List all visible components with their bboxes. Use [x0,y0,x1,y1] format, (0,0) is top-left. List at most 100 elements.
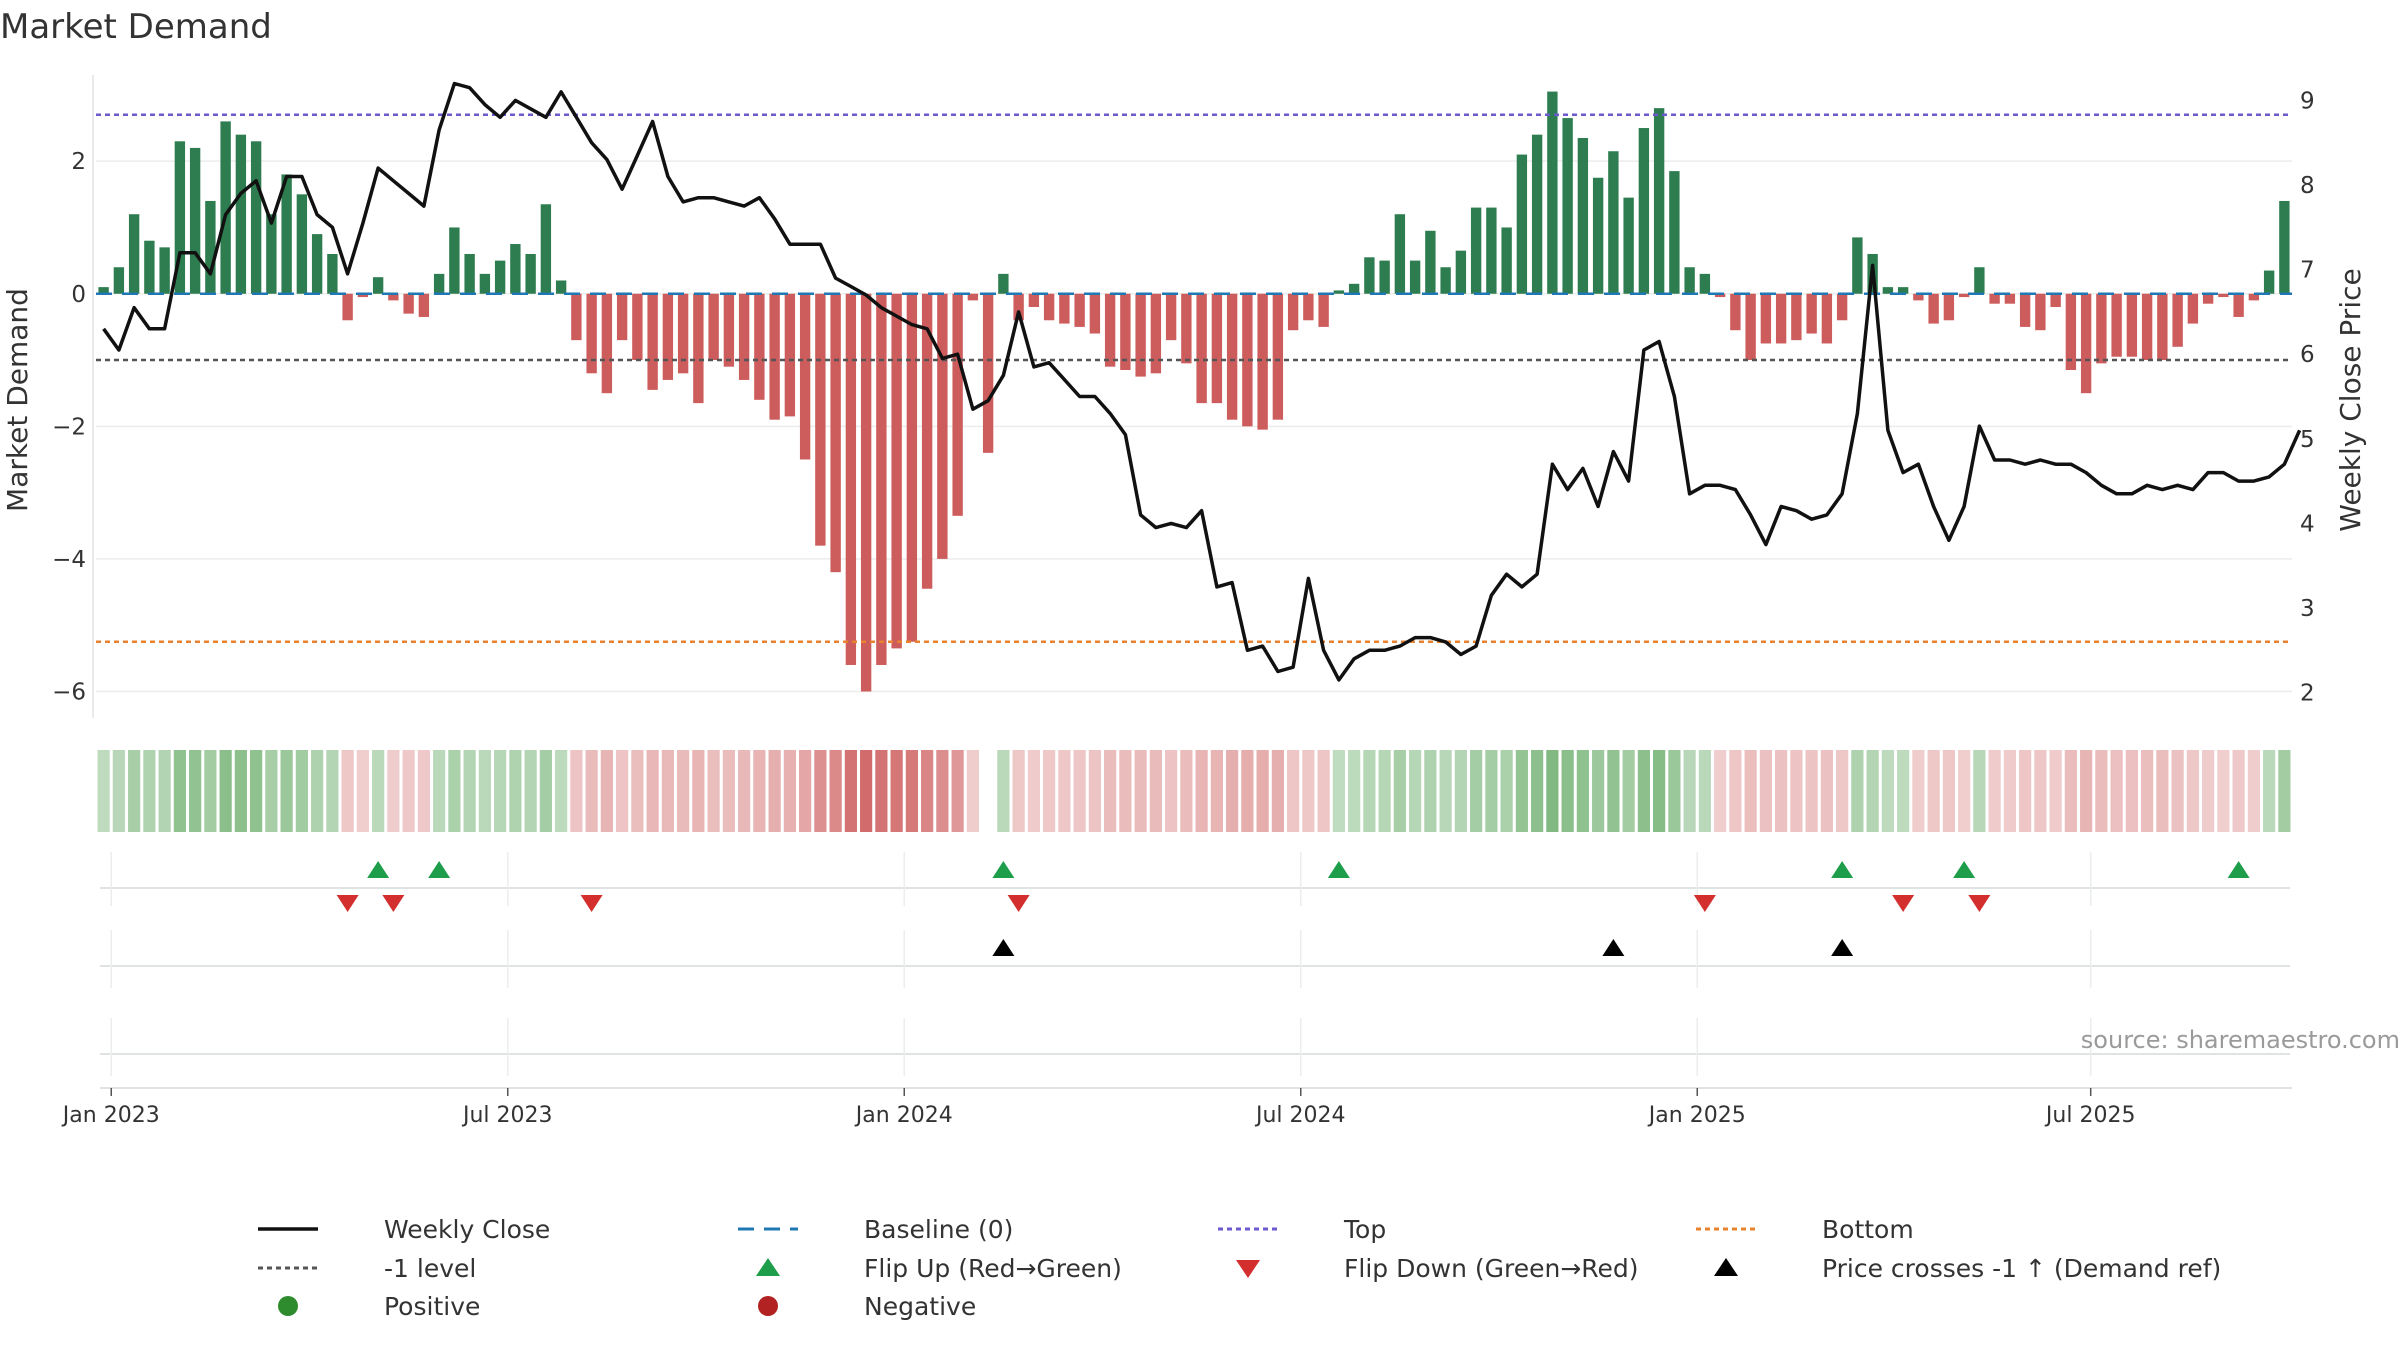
strip-cell-negative [692,750,705,832]
strip-cell-negative [2049,750,2062,832]
strip-cell-positive [1637,750,1650,832]
strip-cell-negative [1836,750,1849,832]
negative-bar [952,293,963,516]
strip-cell-positive [1470,750,1483,832]
legend-label: Weekly Close [384,1215,550,1244]
negative-bar [1791,293,1802,341]
strip-cell-negative [387,750,400,832]
positive-bar [1516,154,1528,294]
strip-cell-positive [1897,750,1910,832]
legend-label: Bottom [1822,1215,1914,1244]
negative-bar [2035,293,2046,331]
negative-bar [1318,293,1329,327]
x-tick-label: Jul 2024 [1254,1103,1346,1128]
strip-cell-negative [616,750,629,832]
strip-cell-negative [707,750,720,832]
event-panels [100,852,2292,1089]
positive-bar [2263,270,2275,294]
negative-bar [1013,293,1024,321]
negative-bar [2157,293,2168,361]
strip-cell-positive [326,750,339,832]
negative-bar [967,293,979,301]
negative-bar [1089,293,1101,334]
strip-cell-negative [1744,750,1757,832]
negative-bar [1150,293,1162,374]
negative-bar [1303,293,1314,321]
negative-bar [754,293,765,400]
negative-bar [2218,293,2229,298]
negative-bar [1181,293,1192,364]
positive-bar [327,253,338,294]
positive-bar [433,273,445,294]
positive-bar [281,174,292,294]
flip-up-marker [1831,861,1854,878]
strip-cell-negative [417,750,430,832]
legend-handle [1714,1258,1738,1276]
x-tick-label: Jan 2025 [1647,1103,1746,1128]
negative-bar [876,293,887,665]
right-tick-label: 3 [2300,596,2315,622]
positive-bar [128,214,140,294]
strip-cell-negative [1149,750,1162,832]
strip-cell-negative [2247,750,2260,832]
price-cross-marker [992,939,1015,956]
negative-bar [1775,293,1787,344]
positive-bar [1425,230,1436,294]
strip-cell-negative [1958,750,1971,832]
negative-bar [1806,293,1817,334]
strip-cell-negative [1790,750,1803,832]
negative-bar [632,293,643,361]
negative-bar [1165,293,1177,341]
negative-bar [2172,293,2183,347]
strip-cell-positive [1698,750,1711,832]
flip-down-marker [1968,895,1991,912]
legend-label: Price crosses -1 ↑ (Demand ref) [1822,1254,2221,1283]
strip-cell-positive [311,750,324,832]
negative-bar [1257,293,1268,430]
positive-bar [510,244,521,294]
negative-bar [647,293,658,390]
strip-cell-positive [555,750,568,832]
strip-cell-negative [2110,750,2123,832]
strip-cell-negative [860,750,873,832]
positive-bar [1684,267,1695,294]
positive-bar [250,141,262,294]
strip-cell-negative [783,750,796,832]
negative-bar [403,293,414,314]
negative-bar [2202,293,2214,304]
strip-cell-negative [921,750,934,832]
positive-bar [1699,273,1711,294]
negative-bar [1928,293,1939,324]
strip-cell-positive [448,750,461,832]
strip-cell-negative [1180,750,1193,832]
strip-cell-positive [1363,750,1376,832]
strip-cell-negative [1988,750,2001,832]
negative-bar [1196,293,1207,404]
flip-up-marker [1953,861,1976,878]
left-axis-label: Market Demand [1,288,34,512]
positive-bar [1470,207,1482,294]
strip-cell-negative [2232,750,2245,832]
strip-cell-negative [1226,750,1239,832]
strip-cell-positive [1851,750,1864,832]
strip-cell-positive [1332,750,1345,832]
strip-cell-negative [799,750,812,832]
negative-bar [342,293,353,321]
negative-bar [1226,293,1238,420]
legend-label: Negative [864,1292,976,1321]
weekly-close-series [102,81,2302,682]
strip-cell-positive [433,750,446,832]
negative-bar [1714,293,1726,298]
strip-cell-positive [1668,750,1681,832]
strip-cell-positive [1515,750,1528,832]
positive-bar [1455,250,1467,294]
positive-bar [449,227,460,294]
strip-cell-negative [2186,750,2199,832]
left-tick-label: 0 [71,282,86,308]
strip-cell-positive [372,750,385,832]
legend-label: Positive [384,1292,480,1321]
negative-bar [937,293,948,559]
strip-cell-positive [1485,750,1498,832]
positive-bar [998,273,1009,294]
positive-bar [1882,287,1894,294]
